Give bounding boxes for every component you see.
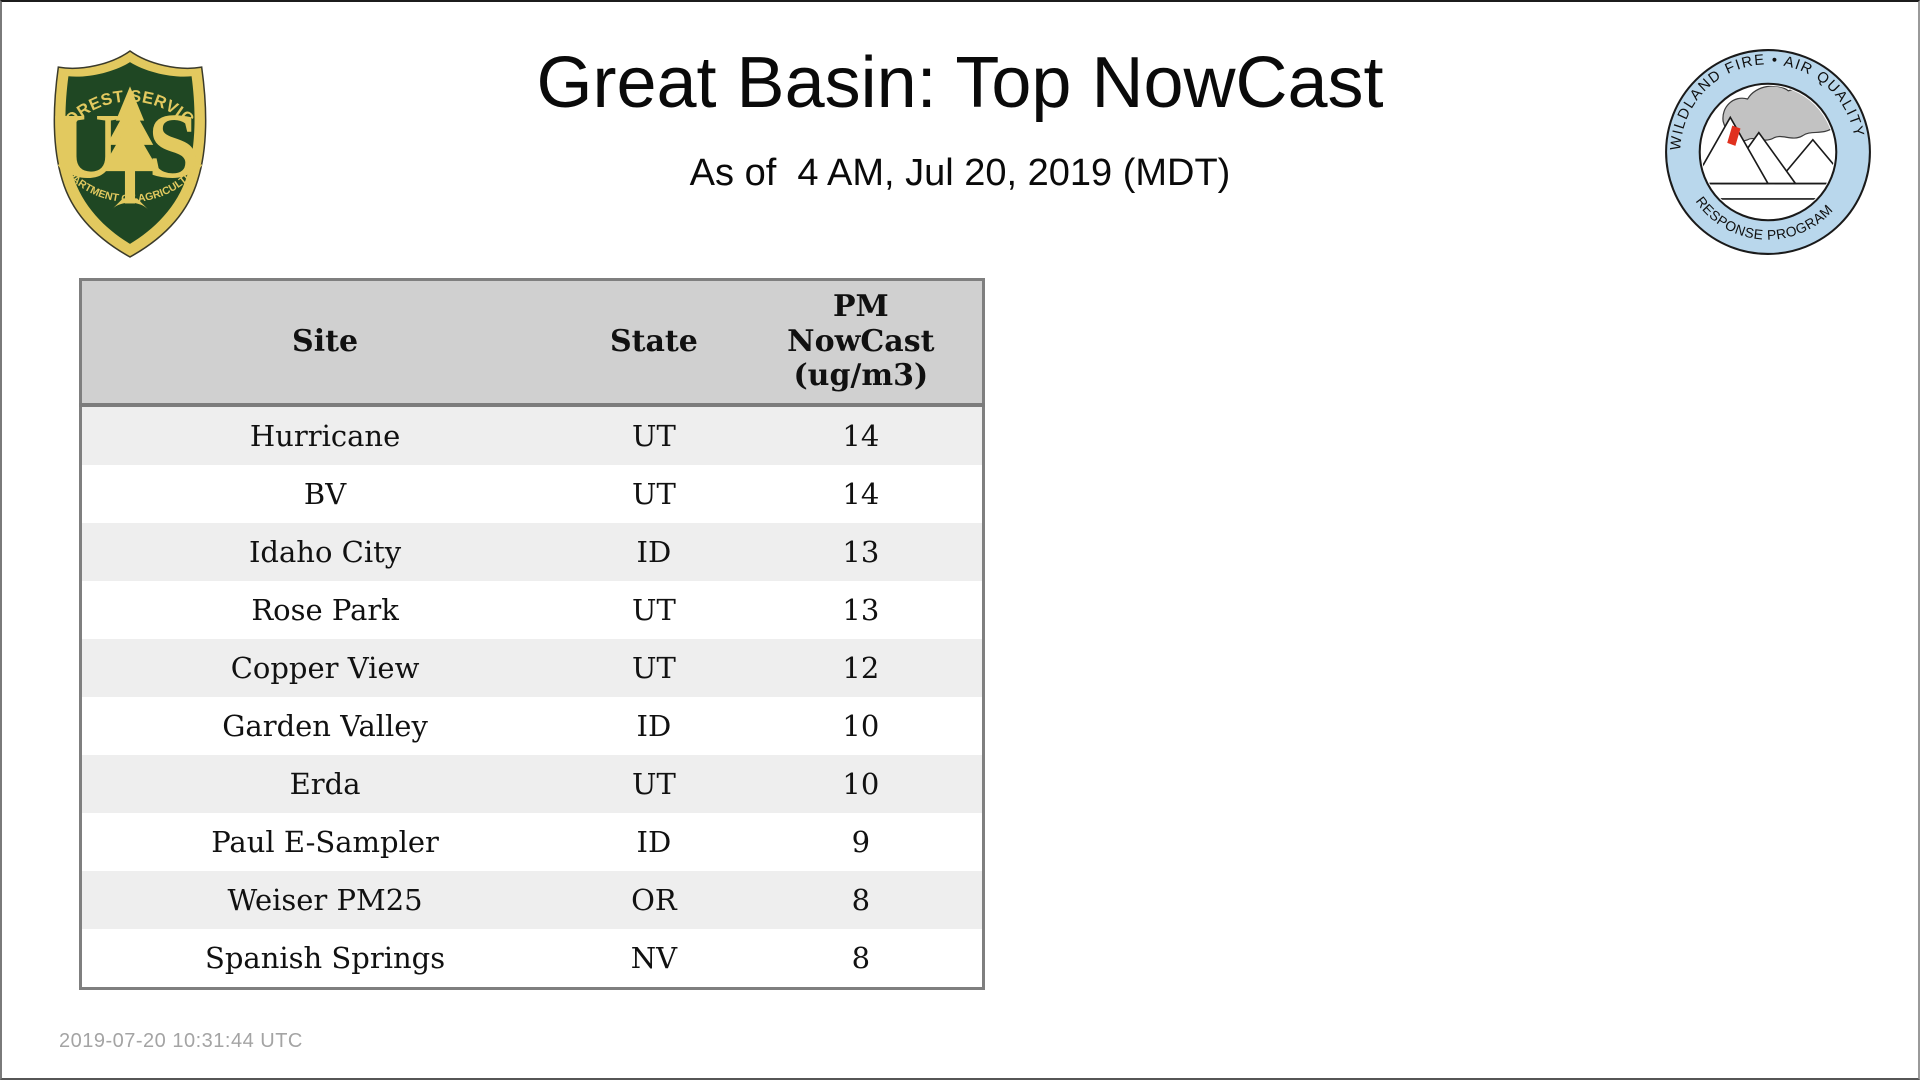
table-row: Idaho City ID 13	[80, 523, 984, 581]
table-row: Garden Valley ID 10	[80, 697, 984, 755]
site-cell: Garden Valley	[222, 709, 428, 743]
state-cell: OR	[631, 883, 677, 917]
generated-timestamp: 2019-07-20 10:31:44 UTC	[59, 1030, 303, 1052]
state-cell: UT	[632, 651, 676, 685]
mountains-icon	[1701, 115, 1835, 185]
wfaqrp-logo: WILDLAND FIRE • AIR QUALITY RESPONSE PRO…	[1665, 49, 1871, 255]
pm-nowcast-cell: 13	[842, 593, 880, 627]
pm-nowcast-cell: 8	[851, 941, 871, 975]
table-row: Hurricane UT 14	[80, 405, 984, 465]
site-cell: Paul E-Sampler	[211, 825, 439, 859]
table-row: Rose Park UT 13	[80, 581, 984, 639]
pm-nowcast-cell: 10	[842, 767, 880, 801]
column-header-pm-nowcast: PM NowCast (ug/m3)	[739, 279, 984, 407]
site-cell: Hurricane	[249, 419, 401, 453]
pm-nowcast-cell: 10	[842, 709, 880, 743]
state-cell: UT	[632, 419, 676, 453]
table-row: Copper View UT 12	[80, 639, 984, 697]
forest-service-logo: FOREST SERVICE U S DEPARTMENT OF AGRICUL…	[48, 48, 207, 258]
pm-nowcast-cell: 13	[842, 535, 880, 569]
pm-nowcast-cell: 14	[842, 419, 880, 453]
nowcast-table-body: Hurricane UT 14 BV UT 14 Idaho City ID 13 Rose Pa…	[80, 405, 984, 989]
state-cell: ID	[636, 709, 672, 743]
fs-letter-s: S	[148, 95, 200, 198]
site-cell: Copper View	[230, 651, 420, 685]
pine-tree-icon	[100, 86, 160, 210]
fs-letter-u: U	[53, 95, 120, 198]
state-cell: ID	[636, 825, 672, 859]
pm-nowcast-cell: 9	[851, 825, 871, 859]
site-cell: Spanish Springs	[204, 941, 446, 975]
pm-nowcast-cell: 12	[842, 651, 880, 685]
table-row: BV UT 14	[80, 465, 984, 523]
site-cell: Weiser PM25	[227, 883, 423, 917]
nowcast-table: Site State PM NowCast (ug/m3) Hurricane U…	[79, 278, 985, 990]
table-row: Erda UT 10	[80, 755, 984, 813]
flame-icon	[1727, 125, 1741, 146]
state-cell: UT	[632, 477, 676, 511]
header-row: Site State PM NowCast (ug/m3)	[80, 279, 984, 407]
state-cell: UT	[632, 593, 676, 627]
nowcast-table-header: Site State PM NowCast (ug/m3)	[80, 279, 984, 407]
page-title: Great Basin: Top NowCast	[536, 43, 1384, 123]
state-cell: ID	[636, 535, 672, 569]
site-cell: Rose Park	[251, 593, 399, 627]
state-cell: UT	[632, 767, 676, 801]
page-subtitle: As of 4 AM, Jul 20, 2019 (MDT)	[689, 152, 1231, 194]
pm-nowcast-cell: 14	[842, 477, 880, 511]
table-row: Spanish Springs NV 8	[80, 929, 984, 989]
site-cell: BV	[303, 477, 347, 511]
table-row: Paul E-Sampler ID 9	[80, 813, 984, 871]
column-header-state: State	[568, 279, 740, 407]
base-lines	[1701, 182, 1835, 200]
state-cell: NV	[630, 941, 678, 975]
pm-nowcast-cell: 8	[851, 883, 871, 917]
column-header-site: Site	[80, 279, 569, 407]
site-cell: Idaho City	[248, 535, 402, 569]
site-cell: Erda	[289, 767, 361, 801]
table-row: Weiser PM25 OR 8	[80, 871, 984, 929]
